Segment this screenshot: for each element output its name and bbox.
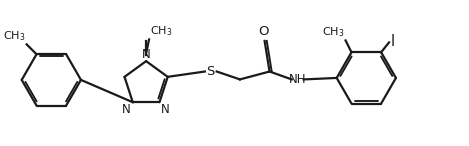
Text: NH: NH <box>288 73 306 86</box>
Text: O: O <box>258 25 269 38</box>
Text: S: S <box>206 65 214 78</box>
Text: N: N <box>142 48 151 61</box>
Text: CH$_3$: CH$_3$ <box>322 26 345 39</box>
Text: I: I <box>391 34 395 49</box>
Text: CH$_3$: CH$_3$ <box>150 25 173 38</box>
Text: N: N <box>122 103 131 116</box>
Text: N: N <box>160 103 169 116</box>
Text: CH$_3$: CH$_3$ <box>3 30 26 43</box>
